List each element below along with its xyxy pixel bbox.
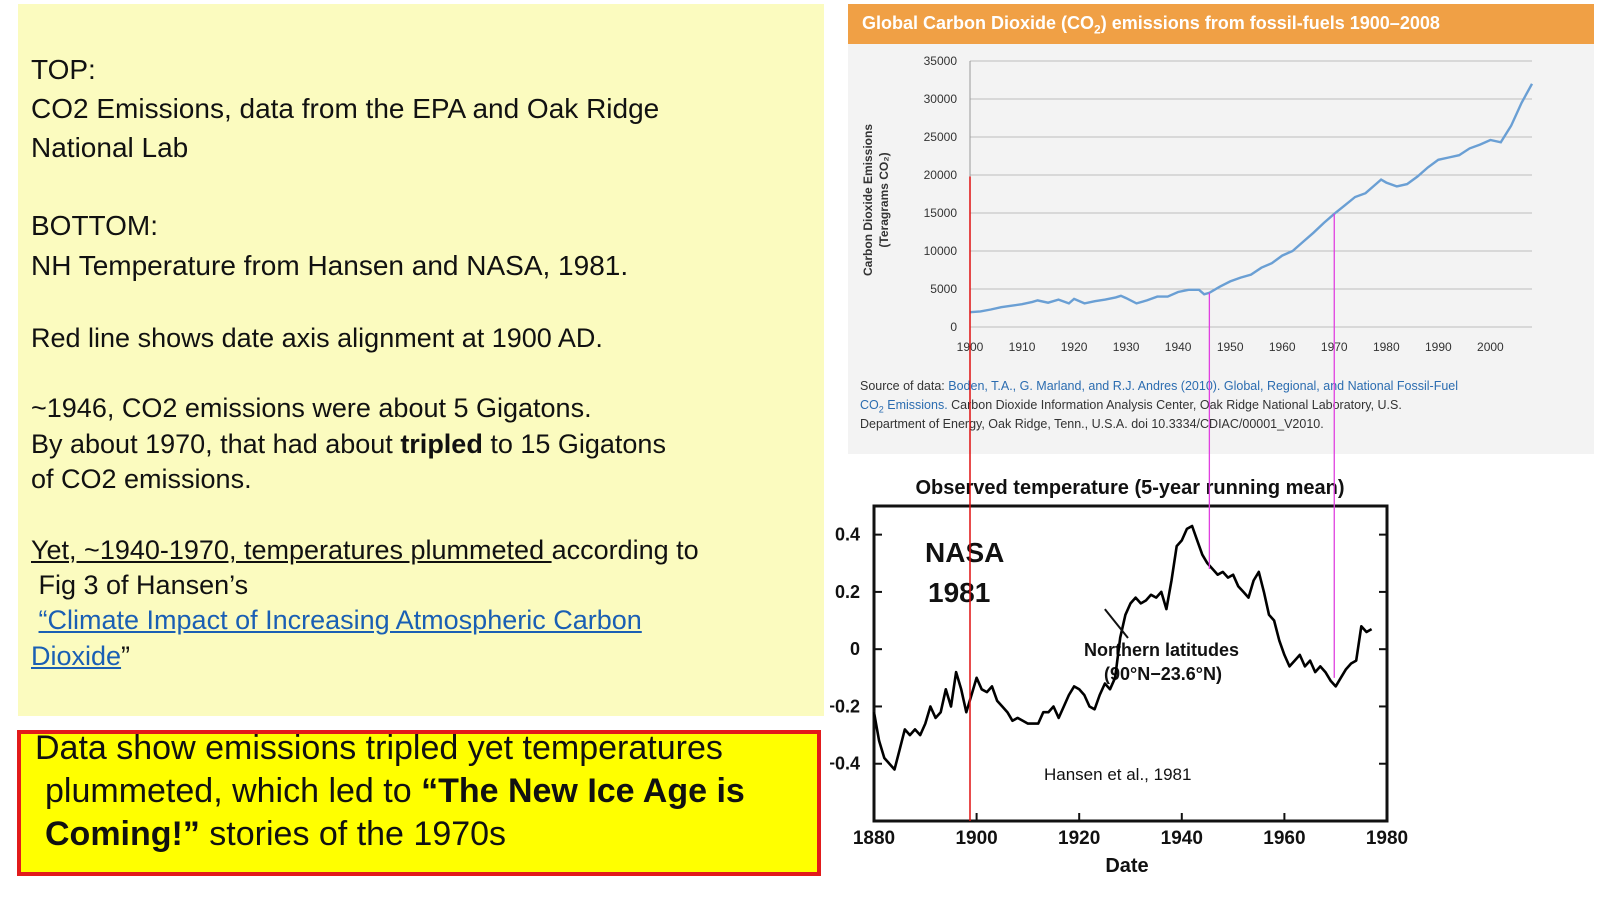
- conclusion-callout: Data show emissions tripled yet temperat…: [17, 729, 821, 876]
- notes-panel: [18, 4, 824, 716]
- temp-plot-frame: [872, 504, 1389, 823]
- annotation-arrow: [1104, 608, 1129, 639]
- redline-note: Red line shows date axis alignment at 19…: [31, 323, 603, 353]
- temp-xtick-label: 1920: [1058, 828, 1100, 849]
- co2-xtick-label: 1920: [1061, 340, 1088, 354]
- co2-emissions-chart: Global Carbon Dioxide (CO2) emissions fr…: [848, 4, 1594, 454]
- co2-ytick-label: 25000: [924, 130, 958, 144]
- bottom-heading: BOTTOM:: [31, 210, 159, 241]
- top-heading: TOP:: [31, 54, 96, 85]
- top-description-line2: National Lab: [31, 132, 189, 163]
- co2-source-line3: Department of Energy, Oak Ridge, Tenn., …: [860, 417, 1324, 431]
- yet-line: Yet, ~1940-1970, temperatures plummeted …: [31, 535, 699, 565]
- co2-ytick-label: 0: [950, 320, 957, 334]
- co2-units-text: of CO2 emissions.: [31, 464, 252, 494]
- co2-xtick-label: 1980: [1373, 340, 1400, 354]
- co2-source-line2: CO2 Emissions. Carbon Dioxide Informatio…: [860, 398, 1402, 415]
- temp-xtick-label: 1880: [853, 828, 895, 849]
- co2-ytick-label: 30000: [924, 92, 958, 106]
- co2-xtick-label: 1950: [1217, 340, 1244, 354]
- temp-xlabel: Date: [1105, 855, 1148, 877]
- co2-xtick-label: 1990: [1425, 340, 1452, 354]
- co2-ytick-label: 35000: [924, 54, 958, 68]
- temp-series-line: [872, 524, 1373, 771]
- co2-plot: Carbon Dioxide Emissions (Teragrams CO₂)…: [861, 54, 1534, 354]
- co2-source-line1: Source of data: Boden, T.A., G. Marland,…: [860, 379, 1459, 393]
- callout-line2: plummeted, which led to “The New Ice Age…: [45, 772, 745, 810]
- temp-ytick-label: −0.2: [830, 696, 860, 716]
- co2-xtick-label: 1960: [1269, 340, 1296, 354]
- co2-ytick-label: 20000: [924, 168, 958, 182]
- co2-1970-text: By about 1970, that had about tripled to…: [31, 429, 666, 459]
- co2-ytick-label: 5000: [930, 282, 957, 296]
- co2-xtick-label: 1970: [1321, 340, 1348, 354]
- callout-line1: Data show emissions tripled yet temperat…: [35, 729, 723, 767]
- co2-series-line: [969, 83, 1534, 314]
- co2-1946-text: ~1946, CO2 emissions were about 5 Gigato…: [31, 393, 592, 423]
- co2-xtick-label: 1930: [1113, 340, 1140, 354]
- temp-ytick-label: 0: [850, 639, 860, 659]
- paper-link-line2[interactable]: Dioxide”: [31, 641, 131, 671]
- temp-ytick-label: 0.2: [835, 582, 860, 602]
- temperature-plot: Observed temperature (5-year running mea…: [824, 477, 1408, 877]
- temp-xtick-label: 1960: [1263, 828, 1305, 849]
- temp-ytick-label: 0.4: [835, 525, 860, 545]
- temp-ytick-label: −0.4: [830, 754, 860, 774]
- temperature-chart: Observed temperature (5-year running mea…: [824, 476, 1600, 900]
- co2-xtick-label: 1910: [1009, 340, 1036, 354]
- callout-line3: Coming!” stories of the 1970s: [45, 815, 507, 853]
- nasa-label: NASA: [925, 537, 1004, 568]
- nasa-year-label: 1981: [928, 577, 990, 608]
- region-label-line2: (90°N−23.6°N): [1104, 664, 1222, 684]
- credit-label: Hansen et al., 1981: [1044, 765, 1191, 784]
- region-label-line1: Northern latitudes: [1084, 640, 1239, 660]
- co2-xtick-label: 1940: [1165, 340, 1192, 354]
- paper-link[interactable]: Climate Impact of Increasing Atmospheric…: [47, 605, 642, 635]
- co2-ylabel-line1: Carbon Dioxide Emissions: [861, 124, 875, 276]
- paper-link-line1[interactable]: “Climate Impact of Increasing Atmospheri…: [38, 605, 642, 635]
- temp-xtick-label: 1900: [955, 828, 997, 849]
- co2-xtick-label: 1900: [957, 340, 984, 354]
- co2-xtick-label: 2000: [1477, 340, 1504, 354]
- temp-chart-title: Observed temperature (5-year running mea…: [915, 477, 1344, 499]
- temp-xtick-label: 1940: [1161, 828, 1203, 849]
- source-citation-link[interactable]: Boden, T.A., G. Marland, and R.J. Andres…: [948, 379, 1459, 393]
- co2-ytick-label: 15000: [924, 206, 958, 220]
- co2-ylabel-line2: (Teragrams CO₂): [877, 152, 891, 247]
- temp-xtick-label: 1980: [1366, 828, 1408, 849]
- co2-chart-header: Global Carbon Dioxide (CO2) emissions fr…: [848, 4, 1594, 44]
- top-description-line1: CO2 Emissions, data from the EPA and Oak…: [31, 93, 660, 124]
- co2-chart-title: Global Carbon Dioxide (CO2) emissions fr…: [862, 13, 1440, 37]
- co2-ytick-label: 10000: [924, 244, 958, 258]
- bottom-description: NH Temperature from Hansen and NASA, 198…: [31, 250, 629, 281]
- fig-reference: Fig 3 of Hansen’s: [38, 570, 249, 600]
